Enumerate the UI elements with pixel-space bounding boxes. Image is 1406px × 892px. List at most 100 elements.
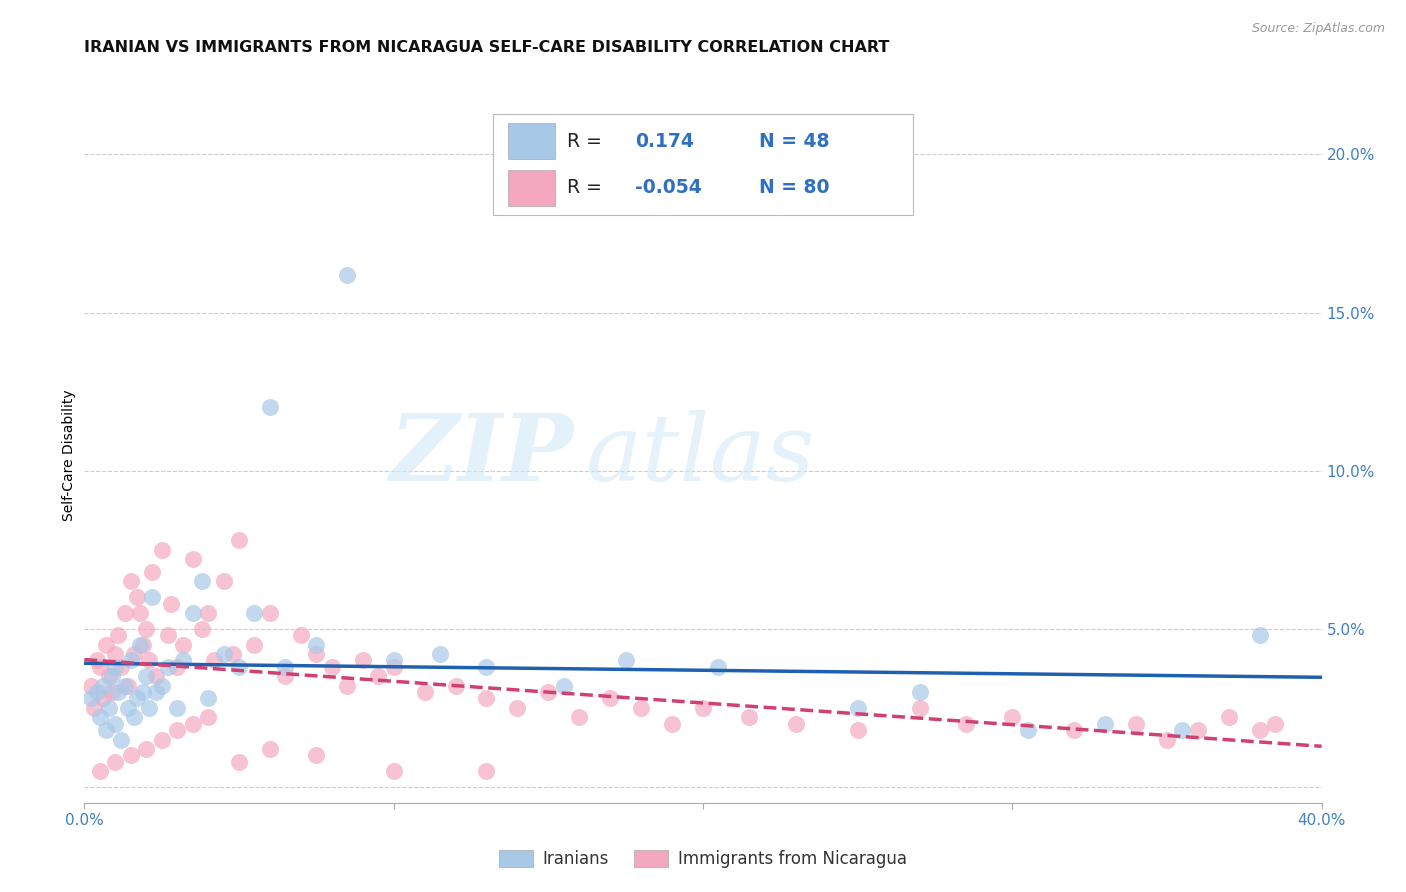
Point xyxy=(79,679,101,693)
Point xyxy=(191,622,214,636)
Point xyxy=(382,660,405,674)
Point xyxy=(120,574,142,589)
Point xyxy=(908,701,931,715)
Point xyxy=(367,669,389,683)
Point xyxy=(290,628,312,642)
Point xyxy=(1264,716,1286,731)
Point xyxy=(107,685,129,699)
Text: ZIP: ZIP xyxy=(389,410,574,500)
Point xyxy=(738,710,761,724)
Point xyxy=(89,710,111,724)
Point xyxy=(160,597,183,611)
Point xyxy=(274,660,297,674)
Point xyxy=(382,764,405,779)
Point xyxy=(135,742,157,756)
Point xyxy=(475,691,498,706)
Point xyxy=(89,660,111,674)
Point xyxy=(86,685,108,699)
Point xyxy=(1249,723,1271,737)
Point xyxy=(145,685,167,699)
Point xyxy=(132,685,155,699)
Point xyxy=(117,701,139,715)
Point xyxy=(197,691,219,706)
Point xyxy=(172,638,194,652)
Text: R =: R = xyxy=(567,178,602,197)
Point xyxy=(129,638,152,652)
Point xyxy=(125,691,148,706)
Point xyxy=(537,685,560,699)
FancyBboxPatch shape xyxy=(508,169,554,206)
Point xyxy=(91,679,114,693)
Point xyxy=(202,653,225,667)
Point xyxy=(475,660,498,674)
Point xyxy=(89,764,111,779)
FancyBboxPatch shape xyxy=(492,114,914,215)
Point xyxy=(259,742,281,756)
Point xyxy=(107,628,129,642)
Point xyxy=(114,679,136,693)
Point xyxy=(1156,732,1178,747)
Point xyxy=(79,691,101,706)
Legend: Iranians, Immigrants from Nicaragua: Iranians, Immigrants from Nicaragua xyxy=(494,843,912,874)
Point xyxy=(1001,710,1024,724)
Point xyxy=(122,710,145,724)
Point xyxy=(138,701,160,715)
Point xyxy=(104,716,127,731)
Point xyxy=(94,723,117,737)
Point xyxy=(444,679,467,693)
Y-axis label: Self-Care Disability: Self-Care Disability xyxy=(62,389,76,521)
Point xyxy=(553,679,575,693)
Point xyxy=(305,748,328,763)
Point xyxy=(955,716,977,731)
Point xyxy=(101,685,124,699)
Point xyxy=(114,606,136,620)
Point xyxy=(506,701,529,715)
Point xyxy=(1125,716,1147,731)
Point xyxy=(150,732,173,747)
Point xyxy=(166,660,188,674)
Point xyxy=(259,401,281,415)
Point xyxy=(1249,628,1271,642)
FancyBboxPatch shape xyxy=(508,123,554,160)
Point xyxy=(1218,710,1240,724)
Point xyxy=(191,574,214,589)
Point xyxy=(475,764,498,779)
Point xyxy=(243,606,266,620)
Point xyxy=(1171,723,1194,737)
Point xyxy=(1187,723,1209,737)
Point xyxy=(212,574,235,589)
Point xyxy=(212,647,235,661)
Point xyxy=(321,660,343,674)
Point xyxy=(336,679,359,693)
Point xyxy=(429,647,451,661)
Point xyxy=(150,542,173,557)
Point xyxy=(98,669,121,683)
Point xyxy=(661,716,683,731)
Point xyxy=(141,591,163,605)
Point xyxy=(630,701,652,715)
Point xyxy=(614,653,637,667)
Point xyxy=(86,653,108,667)
Point xyxy=(125,591,148,605)
Point xyxy=(145,669,167,683)
Point xyxy=(908,685,931,699)
Point xyxy=(305,647,328,661)
Point xyxy=(138,653,160,667)
Text: N = 48: N = 48 xyxy=(759,132,830,151)
Point xyxy=(110,660,132,674)
Point xyxy=(172,653,194,667)
Point xyxy=(228,660,250,674)
Text: R =: R = xyxy=(567,132,602,151)
Point xyxy=(120,748,142,763)
Text: -0.054: -0.054 xyxy=(636,178,702,197)
Point xyxy=(568,710,591,724)
Point xyxy=(305,638,328,652)
Point xyxy=(132,638,155,652)
Point xyxy=(129,606,152,620)
Text: Source: ZipAtlas.com: Source: ZipAtlas.com xyxy=(1251,22,1385,36)
Point xyxy=(104,647,127,661)
Text: N = 80: N = 80 xyxy=(759,178,830,197)
Point xyxy=(135,622,157,636)
Text: IRANIAN VS IMMIGRANTS FROM NICARAGUA SELF-CARE DISABILITY CORRELATION CHART: IRANIAN VS IMMIGRANTS FROM NICARAGUA SEL… xyxy=(84,40,890,55)
Point xyxy=(181,552,204,566)
